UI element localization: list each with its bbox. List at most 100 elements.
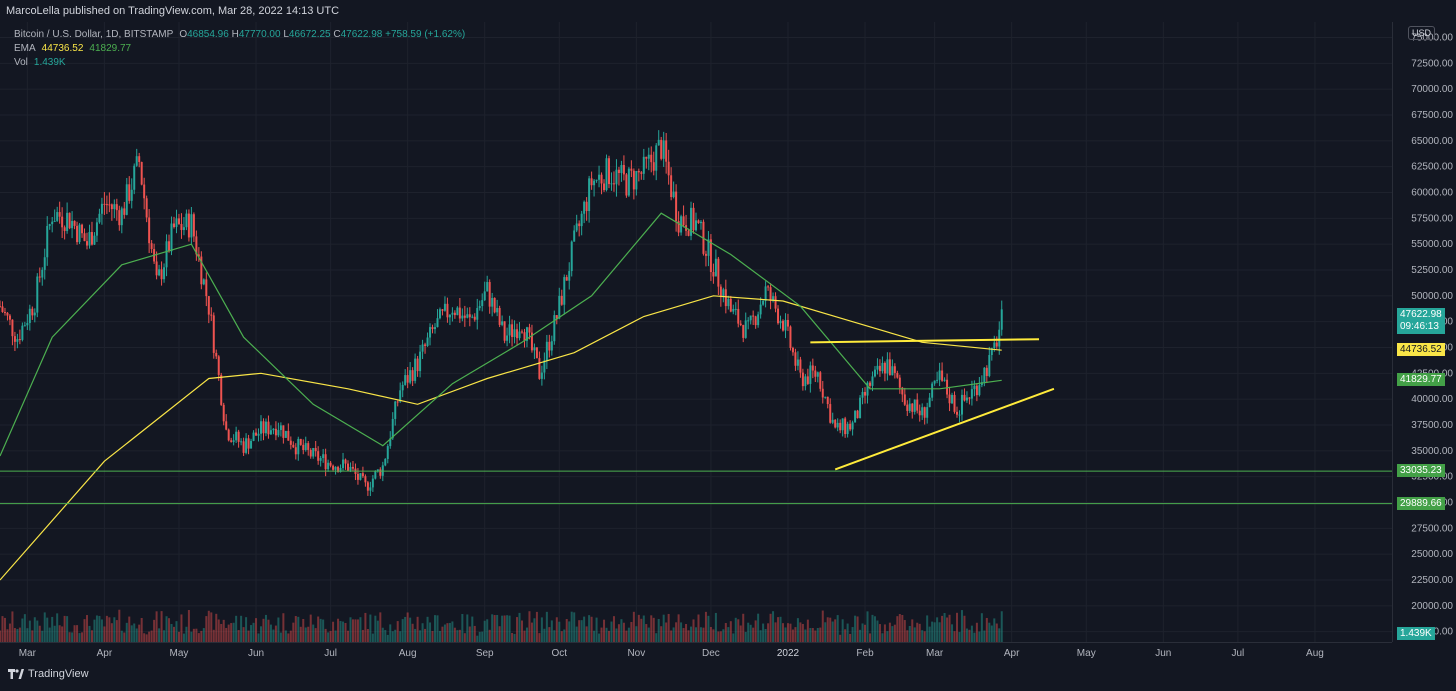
volume-bar xyxy=(804,629,807,642)
time-tick-label: May xyxy=(170,648,189,659)
candle-body xyxy=(791,347,794,353)
candle-body xyxy=(724,289,727,307)
candle-body xyxy=(774,296,777,309)
candle-body xyxy=(23,325,26,327)
volume-bar xyxy=(854,615,857,642)
volume-bar xyxy=(98,615,101,642)
candle-body xyxy=(61,216,64,228)
candle-body xyxy=(292,444,295,448)
volume-bar xyxy=(978,631,981,642)
volume-bar xyxy=(366,629,369,642)
volume-bar xyxy=(938,622,941,642)
volume-bar xyxy=(88,625,91,642)
volume-bar xyxy=(665,622,668,642)
candle-body xyxy=(757,314,760,326)
currency-badge[interactable]: USD xyxy=(1408,26,1436,40)
candle-body xyxy=(339,467,342,473)
volume-row[interactable]: Vol 1.439K xyxy=(14,56,465,70)
volume-bar xyxy=(416,616,419,642)
candle-body xyxy=(476,308,479,320)
candle-body xyxy=(742,325,745,338)
volume-bar xyxy=(160,611,163,642)
volume-bar xyxy=(21,618,24,642)
candle-body xyxy=(764,286,767,301)
chart-pane[interactable] xyxy=(0,22,1392,642)
candle-body xyxy=(120,208,123,226)
candle-body xyxy=(923,407,926,418)
volume-bar xyxy=(886,631,889,642)
volume-bar xyxy=(921,630,924,642)
candle-body xyxy=(530,332,533,351)
open-label: O xyxy=(179,29,188,40)
volume-bar xyxy=(503,615,506,642)
volume-bar xyxy=(381,627,384,642)
volume-bar xyxy=(215,613,218,642)
price-tick-label: 25000.00 xyxy=(1411,549,1453,560)
volume-bar xyxy=(839,634,842,642)
volume-bar xyxy=(386,634,389,642)
volume-bar xyxy=(235,615,238,642)
volume-bar xyxy=(605,627,608,642)
volume-bar xyxy=(28,620,31,642)
candle-body xyxy=(103,203,106,205)
price-tick-label: 70000.00 xyxy=(1411,84,1453,95)
volume-bar xyxy=(118,609,121,642)
volume-bar xyxy=(640,618,643,642)
candle-body xyxy=(163,267,166,280)
volume-bar xyxy=(928,626,931,642)
candle-body xyxy=(834,419,837,428)
candle-body xyxy=(876,365,879,370)
ema-row[interactable]: EMA 44736.52 41829.77 xyxy=(14,42,465,56)
candle-body xyxy=(864,391,867,396)
candle-body xyxy=(158,269,161,276)
volume-bar xyxy=(53,625,56,642)
price-chart[interactable] xyxy=(0,22,1392,642)
volume-bar xyxy=(51,616,54,642)
candle-body xyxy=(257,433,260,436)
volume-bar xyxy=(292,622,295,642)
volume-bar xyxy=(120,630,123,642)
volume-bar xyxy=(762,623,765,642)
volume-bar xyxy=(483,620,486,642)
volume-bar xyxy=(73,625,76,642)
volume-bar xyxy=(327,632,330,642)
candle-body xyxy=(379,469,382,476)
volume-bar xyxy=(893,624,896,642)
candle-body xyxy=(190,214,193,238)
candle-body xyxy=(558,295,561,319)
volume-bar xyxy=(379,612,382,642)
volume-bar xyxy=(538,633,541,642)
candle-body xyxy=(796,359,799,366)
candle-body xyxy=(575,223,578,231)
tradingview-logo[interactable]: TradingView xyxy=(8,668,89,680)
candle-body xyxy=(155,261,158,276)
candle-body xyxy=(200,256,203,285)
volume-bar xyxy=(891,626,894,642)
volume-bar xyxy=(374,615,377,642)
candle-body xyxy=(113,204,116,210)
last-price-tag: 47622.98 09:46:13 xyxy=(1397,308,1445,335)
volume-bar xyxy=(516,617,519,642)
candle-body xyxy=(580,213,583,227)
candle-body xyxy=(411,370,414,381)
volume-bar xyxy=(133,623,136,642)
price-tick-label: 57500.00 xyxy=(1411,213,1453,224)
time-tick-label: Mar xyxy=(19,648,37,659)
time-axis[interactable]: Mar Apr May Jun Jul Aug Sep Oct Nov Dec 2022 Feb Mar… xyxy=(0,642,1392,663)
candle-body xyxy=(202,279,205,285)
candle-body xyxy=(356,473,359,480)
volume-bar xyxy=(550,620,553,642)
candle-body xyxy=(304,443,307,451)
candle-body xyxy=(371,478,374,488)
candle-body xyxy=(970,389,973,399)
candle-body xyxy=(18,339,21,341)
candle-body xyxy=(441,309,444,311)
candle-body xyxy=(806,376,809,384)
candle-body xyxy=(794,352,797,366)
volume-bar xyxy=(578,620,581,642)
volume-bar xyxy=(680,622,683,642)
volume-bar xyxy=(205,616,208,642)
volume-bar xyxy=(931,621,934,642)
volume-bar xyxy=(217,619,220,642)
candle-body xyxy=(252,432,255,441)
